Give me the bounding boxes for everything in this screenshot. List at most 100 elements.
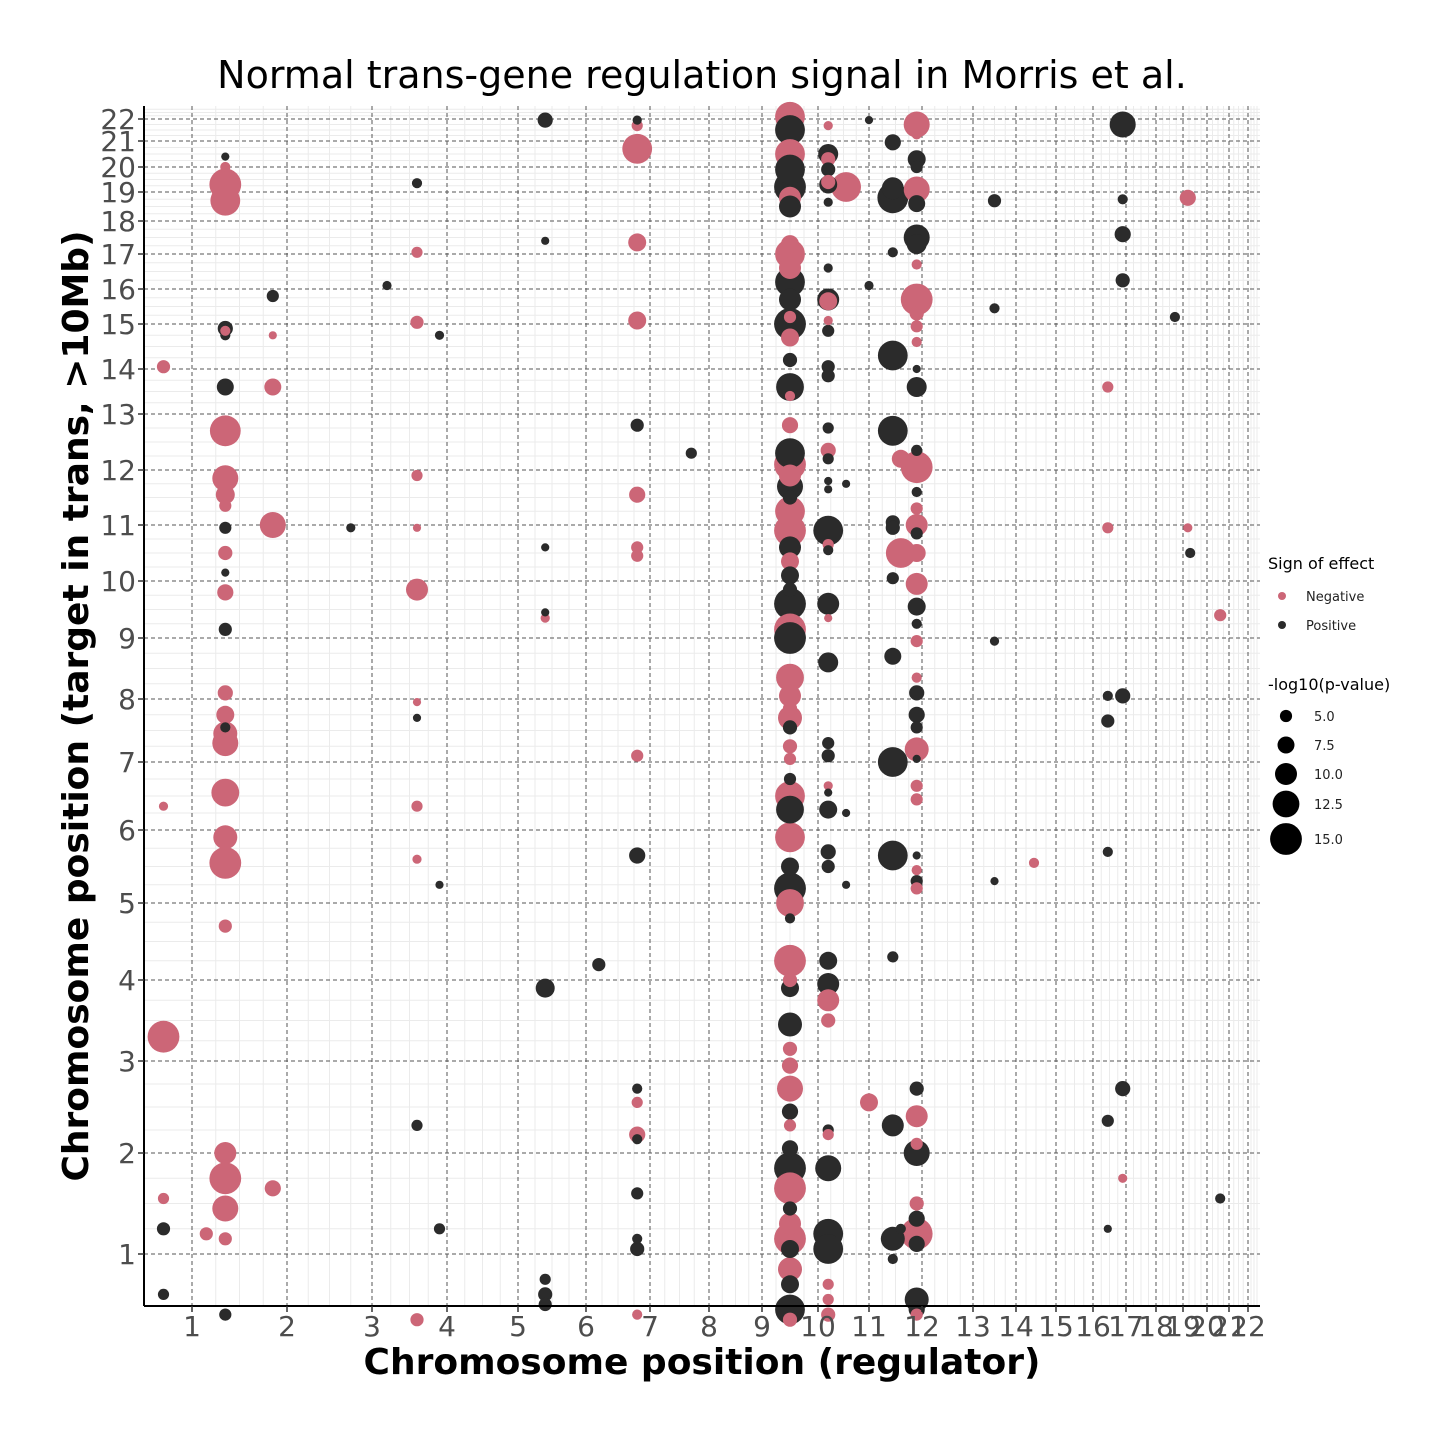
- data-point-negative: [860, 1093, 878, 1112]
- data-point-negative: [822, 1129, 834, 1141]
- data-point-positive: [630, 1241, 645, 1257]
- data-point-positive: [782, 582, 798, 597]
- data-point-negative: [821, 1307, 836, 1322]
- data-point-negative: [540, 613, 550, 623]
- data-point-positive: [822, 422, 834, 434]
- data-point-negative: [410, 1313, 424, 1327]
- data-point-positive: [774, 587, 806, 620]
- data-point-positive: [822, 324, 835, 337]
- data-point-positive: [908, 1235, 925, 1252]
- data-point-negative: [911, 336, 922, 348]
- data-point-positive: [219, 521, 232, 534]
- data-point-positive: [782, 490, 798, 505]
- data-point-negative: [910, 793, 923, 806]
- data-point-positive: [887, 951, 899, 963]
- data-point-negative: [820, 442, 836, 458]
- data-point-positive: [157, 1288, 170, 1300]
- data-point-negative: [821, 152, 836, 167]
- legend-color-title: Sign of effect: [1268, 554, 1374, 573]
- data-point-negative: [775, 822, 805, 853]
- x-tick-label: 13: [955, 1310, 991, 1343]
- data-point-negative: [220, 325, 231, 336]
- data-point-negative: [410, 315, 424, 329]
- x-tick-label: 3: [363, 1310, 381, 1343]
- data-point-positive: [911, 486, 922, 498]
- data-point-negative: [821, 1013, 836, 1028]
- data-point-positive: [382, 280, 392, 291]
- data-point-positive: [910, 721, 923, 734]
- data-point-positive: [842, 808, 851, 818]
- data-point-negative: [775, 496, 805, 527]
- data-point-negative: [209, 415, 241, 447]
- data-point-negative: [264, 378, 282, 396]
- data-point-positive: [907, 597, 926, 616]
- y-tick-label: 13: [100, 398, 136, 431]
- data-point-positive: [266, 289, 279, 303]
- data-point-positive: [1109, 111, 1136, 138]
- data-point-positive: [822, 737, 835, 750]
- data-point-positive: [435, 880, 444, 889]
- legend-size-key: [1272, 790, 1300, 818]
- data-point-negative: [776, 663, 804, 692]
- data-point-negative: [911, 259, 922, 270]
- data-point-positive: [912, 754, 921, 764]
- data-point-negative: [905, 514, 928, 536]
- data-point-negative: [218, 919, 232, 933]
- data-point-positive: [541, 608, 550, 617]
- data-point-positive: [819, 800, 838, 819]
- legend-size-label: 7.5: [1314, 739, 1335, 754]
- data-point-positive: [1115, 273, 1130, 288]
- data-point-positive: [887, 1253, 898, 1265]
- data-point-negative: [781, 1057, 799, 1074]
- x-tick-label: 18: [1138, 1310, 1174, 1343]
- y-tick-label: 14: [100, 353, 136, 386]
- data-point-negative: [147, 1020, 180, 1053]
- data-point-positive: [817, 973, 840, 995]
- data-point-positive: [820, 844, 836, 860]
- data-point-positive: [822, 453, 834, 465]
- data-point-negative: [632, 1309, 643, 1320]
- data-point-positive: [987, 194, 1002, 208]
- data-point-negative: [781, 328, 799, 347]
- y-axis-title: Chromosome position (target in trans, >1…: [56, 230, 97, 1181]
- data-point-negative: [215, 485, 235, 505]
- data-point-negative: [779, 1212, 801, 1235]
- data-point-negative: [158, 801, 169, 811]
- data-point-negative: [911, 865, 922, 876]
- data-point-positive: [821, 859, 835, 874]
- data-point-positive: [911, 618, 922, 629]
- data-point-positive: [909, 685, 925, 701]
- data-point-negative: [216, 705, 235, 724]
- x-tick-label: 5: [509, 1310, 527, 1343]
- x-tick-label: 7: [641, 1310, 659, 1343]
- data-point-positive: [781, 1103, 799, 1120]
- data-point-positive: [221, 568, 230, 577]
- data-point-negative: [631, 749, 644, 762]
- data-point-positive: [821, 360, 835, 374]
- data-point-negative: [904, 737, 929, 762]
- data-point-positive: [776, 795, 804, 824]
- legend-size-label: 10.0: [1314, 768, 1343, 783]
- data-point-positive: [1103, 1224, 1112, 1233]
- data-point-negative: [821, 174, 836, 190]
- data-point-negative: [217, 584, 234, 601]
- legend-positive-label: Positive: [1306, 619, 1356, 634]
- x-tick-label: 6: [577, 1310, 595, 1343]
- data-point-positive: [989, 303, 1000, 314]
- y-tick-label: 7: [118, 746, 136, 779]
- data-point-negative: [783, 310, 797, 324]
- data-point-positive: [1101, 1114, 1114, 1127]
- data-point-positive: [592, 958, 606, 972]
- data-point-positive: [887, 247, 898, 258]
- x-tick-label: 10: [800, 1310, 836, 1343]
- data-point-negative: [891, 449, 910, 468]
- data-point-negative: [264, 1180, 281, 1197]
- data-point-negative: [781, 552, 799, 571]
- data-point-negative: [211, 778, 240, 807]
- data-point-positive: [537, 112, 553, 128]
- data-point-positive: [632, 1083, 643, 1094]
- data-point-negative: [214, 1142, 237, 1164]
- data-point-negative: [777, 1075, 803, 1102]
- data-point-positive: [774, 622, 806, 654]
- data-point-negative: [1183, 523, 1193, 533]
